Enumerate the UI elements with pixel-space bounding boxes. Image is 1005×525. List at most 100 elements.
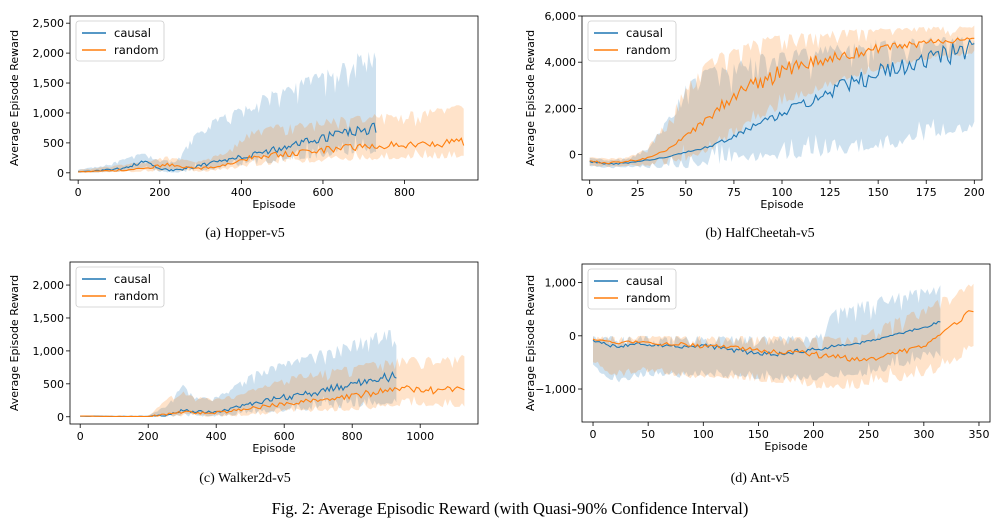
confidence-band-causal [593,285,941,383]
confidence-band-random [80,354,465,417]
series-line-random [78,137,465,173]
y-tick-label: 500 [43,137,64,150]
axes-frame [69,261,479,425]
chart-hopper: 0 200 400 600 800 0 500 1,000 1,500 2,000 2,500 Epi… [8,15,479,241]
chart-ant: 0 50 100 150 200 250 300 350 −1,000 0 1,000 Episode… [524,263,991,486]
x-tick-label: 200 [803,428,824,441]
y-tick-label: 1,500 [33,77,65,90]
x-tick-label: 200 [964,186,985,199]
x-axis-title: Episode [252,198,295,211]
y-axis-title: Average Episode Reward [8,275,21,411]
y-tick-label: 500 [43,378,64,391]
axes-frame [581,263,991,423]
subplot-caption: (a) Hopper-v5 [205,226,284,241]
legend-label-random: random [114,289,159,303]
confidence-band-causal [78,51,376,173]
series-line-causal [592,320,941,357]
y-axis-title: Average Episode Reward [8,30,21,166]
y-tick-label: −1,000 [535,383,576,396]
x-tick-label: 600 [274,430,295,443]
confidence-band-random [593,283,974,389]
legend-label-causal: causal [626,274,663,288]
series-line-causal [78,122,377,173]
x-tick-label: 0 [586,186,593,199]
axes-frame [69,15,479,181]
y-tick-label: 2,000 [33,279,65,292]
x-tick-label: 0 [590,428,597,441]
chart-walker2d: 0 200 400 600 800 1000 0 500 1,000 1,500 2,000 Epis… [8,261,479,486]
x-tick-label: 100 [693,428,714,441]
legend-box [75,20,165,62]
y-tick-label: 1,000 [545,277,577,290]
y-tick-label: 1,500 [33,312,65,325]
y-tick-label: 1,000 [33,345,65,358]
y-tick-label: 1,000 [33,107,65,120]
series-line-causal [589,38,975,165]
legend-label-causal: causal [114,26,151,40]
x-tick-label: 600 [312,186,333,199]
x-tick-label: 350 [968,428,989,441]
x-tick-label: 0 [77,430,84,443]
y-axis-title: Average Episode Reward [524,30,537,166]
x-tick-label: 0 [75,186,82,199]
x-tick-label: 400 [206,430,227,443]
x-tick-label: 125 [820,186,841,199]
y-tick-label: 0 [57,411,64,424]
x-tick-label: 150 [748,428,769,441]
x-tick-label: 175 [916,186,937,199]
plot-area [592,283,974,389]
x-tick-label: 75 [727,186,741,199]
subplot-caption: (d) Ant-v5 [731,471,790,486]
x-axis-title: Episode [760,198,803,211]
legend-label-causal: causal [626,26,663,40]
x-tick-label: 250 [858,428,879,441]
y-tick-label: 2,500 [33,17,65,30]
y-tick-label: 2,000 [33,47,65,60]
x-tick-label: 200 [138,430,159,443]
plot-area [78,51,465,173]
x-tick-label: 400 [231,186,252,199]
legend: causal random [75,266,165,308]
legend-box [587,268,677,310]
series-line-random [80,385,465,418]
x-tick-label: 1000 [406,430,434,443]
y-tick-label: 0 [569,330,576,343]
legend: causal random [587,20,677,62]
x-tick-label: 50 [679,186,693,199]
legend-label-random: random [626,43,671,57]
legend: causal random [587,268,677,310]
subplot-caption: (c) Walker2d-v5 [199,471,291,486]
series-line-random [592,310,974,362]
figure-caption: Fig. 2: Average Episodic Reward (with Qu… [272,499,749,518]
confidence-band-random [78,105,464,173]
x-axis-title: Episode [764,440,807,453]
x-tick-label: 150 [868,186,889,199]
legend: causal random [75,20,165,62]
x-axis-title: Episode [252,442,295,455]
confidence-band-random [589,25,975,168]
plot-area [589,25,975,169]
x-tick-label: 800 [342,430,363,443]
chart-halfcheetah: 0 25 50 75 100 125 150 175 200 0 2,000 4,000 6,000 Ep… [524,10,985,241]
x-tick-label: 25 [631,186,645,199]
legend-box [587,20,677,62]
y-tick-label: 6,000 [545,10,577,23]
plot-area [80,330,465,418]
legend-label-random: random [626,291,671,305]
legend-box [75,266,165,308]
subplot-caption: (b) HalfCheetah-v5 [705,226,814,241]
y-tick-label: 4,000 [545,56,577,69]
series-line-random [589,37,975,165]
x-tick-label: 300 [913,428,934,441]
y-axis-title: Average Episode Reward [524,275,537,411]
x-tick-label: 800 [394,186,415,199]
y-tick-label: 2,000 [545,102,577,115]
legend-label-random: random [114,43,159,57]
y-tick-label: 0 [57,167,64,180]
x-tick-label: 50 [641,428,655,441]
x-tick-label: 100 [772,186,793,199]
y-tick-label: 0 [569,149,576,162]
legend-label-causal: causal [114,272,151,286]
x-tick-label: 200 [149,186,170,199]
